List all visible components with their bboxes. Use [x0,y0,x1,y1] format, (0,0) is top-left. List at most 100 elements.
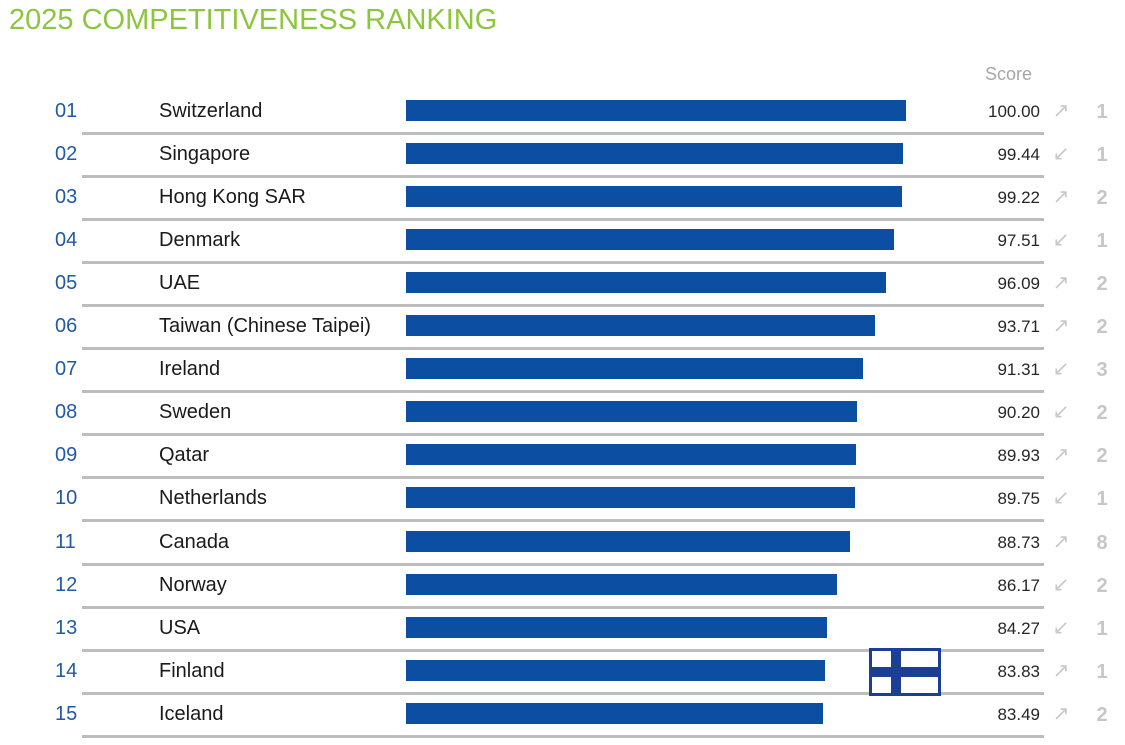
country-name: Qatar [159,444,210,467]
rank-change: 1 [1096,617,1108,640]
country-name: USA [159,616,201,639]
score-bar [406,186,903,208]
country-name: Taiwan (Chinese Taipei) [159,315,371,338]
score-bar [406,401,857,423]
rank-number: 05 [55,272,78,295]
score-value: 89.93 [997,446,1040,466]
rank-change: 1 [1096,230,1108,253]
ranking-row: 04 Denmark 97.51 ↙ 1 [0,228,1125,271]
score-value: 100.00 [988,102,1040,121]
score-bar [406,702,824,724]
ranking-row: 06 Taiwan (Chinese Taipei) 93.71 ↗ 2 [0,314,1125,357]
ranking-row: 10 Netherlands 89.75 ↙ 1 [0,486,1125,529]
arrow-up-right-icon: ↗ [1052,186,1070,209]
rank-change: 1 [1096,144,1108,167]
rank-change: 2 [1096,402,1108,425]
ranking-row: 07 Ireland 91.31 ↙ 3 [0,357,1125,400]
rank-number: 08 [55,401,78,424]
row-divider [82,476,1044,480]
rank-change: 2 [1096,703,1108,726]
country-name: Switzerland [159,100,263,122]
rank-change: 1 [1096,101,1108,123]
score-bar [406,143,904,165]
row-divider [82,691,1044,695]
row-divider [82,734,1044,738]
rank-change: 2 [1096,187,1108,210]
arrow-down-left-icon: ↙ [1052,401,1070,424]
rank-number: 13 [55,616,78,639]
rank-number: 10 [55,487,78,510]
ranking-row: 14 Finland 83.83 ↗ 1 [0,659,1125,702]
rank-change: 1 [1096,488,1108,511]
rank-number: 14 [55,659,78,682]
arrow-down-left-icon: ↙ [1052,487,1070,510]
score-value: 86.17 [997,575,1040,595]
arrow-up-right-icon: ↗ [1052,315,1070,338]
score-value: 99.22 [997,188,1040,208]
row-divider [82,132,1044,135]
rank-number: 09 [55,444,78,467]
ranking-row: 01 Switzerland 100.00 ↗ 1 [0,99,1125,142]
score-value: 96.09 [997,274,1040,294]
ranking-row: 02 Singapore 99.44 ↙ 1 [0,142,1125,185]
score-bar [406,616,828,638]
rank-number: 15 [55,702,78,725]
score-column-header: Score [985,64,1033,84]
rank-change: 8 [1096,531,1108,554]
country-name: Iceland [159,702,224,725]
rank-change: 1 [1096,660,1108,683]
row-divider [82,304,1044,308]
arrow-up-right-icon: ↗ [1052,702,1070,725]
score-bar [406,530,850,552]
score-bar [406,358,863,380]
row-divider [82,605,1044,609]
arrow-down-left-icon: ↙ [1052,143,1070,166]
ranking-row: 12 Norway 86.17 ↙ 2 [0,573,1125,616]
rank-number: 04 [55,229,78,252]
ranking-row: 05 UAE 96.09 ↗ 2 [0,271,1125,314]
arrow-down-left-icon: ↙ [1052,573,1070,596]
score-bar [406,315,875,337]
arrow-up-right-icon: ↗ [1052,272,1070,295]
row-divider [82,648,1044,652]
row-divider [82,390,1044,394]
rank-change: 2 [1096,574,1108,597]
arrow-up-right-icon: ↗ [1052,659,1070,682]
row-divider [82,261,1044,265]
score-bar [406,573,837,595]
rank-number: 06 [55,315,78,338]
ranking-row: 09 Qatar 89.93 ↗ 2 [0,443,1125,486]
score-value: 99.44 [997,145,1040,165]
country-name: Hong Kong SAR [159,186,306,209]
arrow-down-left-icon: ↙ [1052,229,1070,252]
score-value: 97.51 [997,231,1040,251]
country-name: Singapore [159,143,251,166]
ranking-row: 13 USA 84.27 ↙ 1 [0,616,1125,659]
score-value: 93.71 [997,317,1040,337]
score-value: 84.27 [997,618,1040,638]
score-bar [406,272,887,294]
country-name: UAE [159,272,201,295]
country-name: Canada [159,530,230,553]
rank-number: 03 [55,186,78,209]
score-value: 89.75 [997,489,1040,509]
score-value: 91.31 [997,360,1040,380]
arrow-up-right-icon: ↗ [1052,444,1070,467]
chart-title: 2025 COMPETITIVENESS RANKING [9,4,498,36]
score-value: 90.20 [997,403,1040,423]
row-divider [82,519,1044,523]
row-divider [82,347,1044,351]
ranking-row: 11 Canada 88.73 ↗ 8 [0,530,1125,573]
rank-number: 12 [55,573,78,596]
rank-change: 2 [1096,273,1108,296]
score-value: 83.49 [997,704,1040,724]
row-divider [82,433,1044,437]
country-name: Finland [159,659,225,682]
country-name: Ireland [159,358,221,381]
rank-change: 2 [1096,316,1108,339]
arrow-up-right-icon: ↗ [1052,100,1070,122]
country-name: Denmark [159,229,241,252]
ranking-row: 03 Hong Kong SAR 99.22 ↗ 2 [0,185,1125,228]
score-bar [406,487,855,509]
